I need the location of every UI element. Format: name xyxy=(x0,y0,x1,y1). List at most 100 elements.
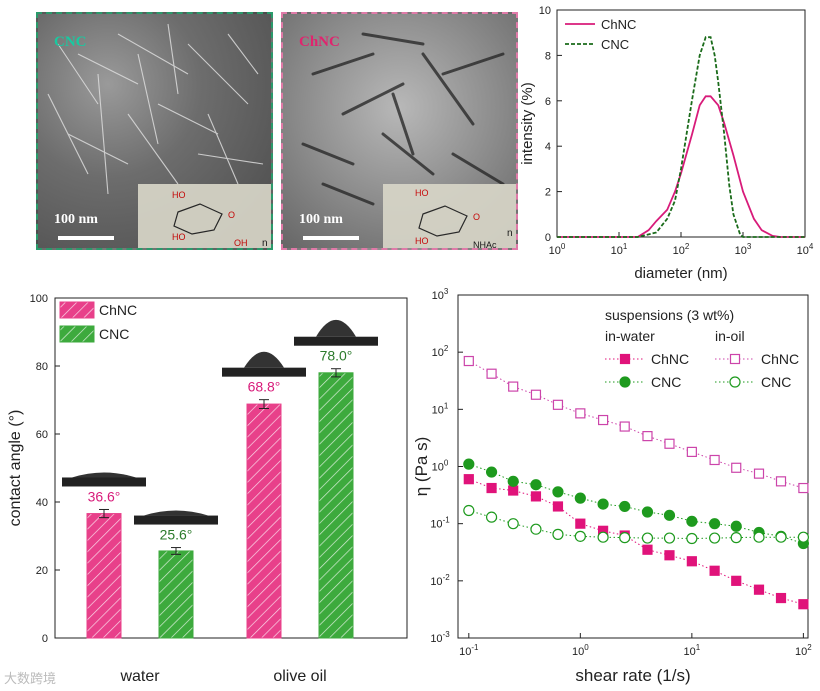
struct-oh2: HO xyxy=(415,236,429,246)
x-tick-label: 100 xyxy=(572,643,589,658)
data-point-chnc-in-oil xyxy=(530,389,542,400)
data-point-cnc-in-water xyxy=(686,515,698,527)
series-line-cnc-in-water xyxy=(468,463,804,544)
x-tick-label: 102 xyxy=(795,643,812,658)
data-point-chnc-in-oil xyxy=(552,399,564,410)
tem-label-cnc: CNC xyxy=(54,34,87,50)
y-tick-label: 80 xyxy=(36,361,48,373)
struct-oh3: OH xyxy=(234,238,248,248)
data-point-cnc-in-oil xyxy=(530,523,542,535)
data-point-chnc-in-water xyxy=(798,599,809,610)
legend-marker xyxy=(729,376,741,388)
data-point-cnc-in-oil xyxy=(641,532,654,544)
y-tick-label: 40 xyxy=(36,497,48,509)
struct-nhac: NHAc xyxy=(473,240,497,250)
series-line-chnc xyxy=(557,95,805,238)
y-axis-label: η (Pa s) xyxy=(415,437,431,497)
data-point-chnc-in-oil xyxy=(575,408,586,419)
y-tick-label: 102 xyxy=(432,344,449,359)
legend-label: CNC xyxy=(651,374,681,390)
data-point-chnc-in-oil xyxy=(731,462,742,473)
data-point-cnc-in-water xyxy=(641,506,654,518)
data-point-cnc-in-oil xyxy=(753,531,765,543)
data-point-cnc-in-water xyxy=(574,492,586,504)
bar-chnc-water xyxy=(86,513,122,639)
y-tick-label: 100 xyxy=(432,459,449,474)
y-tick-label: 4 xyxy=(545,141,551,153)
data-point-cnc-in-oil xyxy=(709,532,721,544)
y-tick-label: 2 xyxy=(545,187,551,199)
data-point-chnc-in-water xyxy=(486,482,497,494)
data-point-chnc-in-oil xyxy=(753,468,765,479)
data-point-chnc-in-oil xyxy=(775,476,787,487)
data-point-chnc-in-water xyxy=(731,575,742,586)
bar-value-label: 68.8° xyxy=(248,379,281,395)
scale-label-chnc: 100 nm xyxy=(299,212,343,227)
struct-oh1: HO xyxy=(415,188,429,198)
data-point-cnc-in-oil xyxy=(485,511,498,523)
legend-title: suspensions (3 wt%) xyxy=(605,307,734,323)
data-point-cnc-in-water xyxy=(485,466,498,478)
bar-value-label: 36.6° xyxy=(88,488,121,504)
legend-group-label: in-oil xyxy=(715,328,745,344)
watermark: 大数跨境 xyxy=(4,671,57,686)
y-tick-label: 0 xyxy=(545,232,551,244)
y-tick-label: 8 xyxy=(545,50,551,62)
y-tick-label: 20 xyxy=(36,565,48,577)
scale-bar-chnc xyxy=(303,236,359,240)
data-point-cnc-in-water xyxy=(663,509,676,521)
data-point-cnc-in-oil xyxy=(663,532,676,544)
series-line-cnc xyxy=(557,36,805,238)
data-point-chnc-in-water xyxy=(753,584,765,595)
data-point-chnc-in-oil xyxy=(709,454,720,466)
legend-marker xyxy=(619,376,631,388)
data-point-cnc-in-oil xyxy=(463,504,475,517)
droplet-substrate xyxy=(222,367,306,377)
data-point-chnc-in-water xyxy=(775,592,787,604)
data-point-cnc-in-oil xyxy=(686,532,698,545)
y-tick-label: 100 xyxy=(30,293,48,305)
droplet xyxy=(316,319,356,337)
scale-label-cnc: 100 nm xyxy=(54,212,98,227)
y-tick-label: 60 xyxy=(36,429,48,441)
y-tick-label: 10-2 xyxy=(430,573,450,588)
legend-label: ChNC xyxy=(601,17,636,32)
legend-swatch xyxy=(59,301,95,319)
data-point-chnc-in-water xyxy=(508,485,519,496)
data-point-cnc-in-oil xyxy=(507,518,519,530)
data-point-chnc-in-water xyxy=(575,518,586,529)
y-tick-label: 6 xyxy=(545,96,551,108)
data-point-chnc-in-water xyxy=(709,565,720,576)
data-point-chnc-in-water xyxy=(552,501,564,512)
legend-label: CNC xyxy=(99,326,129,342)
x-tick-label: 100 xyxy=(549,242,566,257)
struct-n: n xyxy=(262,238,268,249)
data-point-chnc-in-oil xyxy=(508,381,519,392)
data-point-chnc-in-oil xyxy=(597,414,609,426)
droplet-substrate xyxy=(294,336,378,346)
bar-cnc-water xyxy=(158,550,194,639)
data-point-cnc-in-oil xyxy=(619,532,631,544)
legend-marker xyxy=(729,353,741,365)
x-tick-label: 101 xyxy=(611,242,628,257)
data-point-chnc-in-oil xyxy=(642,431,653,442)
droplet xyxy=(244,351,284,368)
series-line-chnc-in-water xyxy=(468,478,804,605)
legend-label: ChNC xyxy=(651,351,689,367)
data-point-chnc-in-water xyxy=(642,544,653,555)
data-point-chnc-in-water xyxy=(463,474,474,485)
tem-image-cnc: CNC 100 nm HO HO OH O n xyxy=(36,12,273,250)
scale-bar-cnc xyxy=(58,236,114,240)
data-point-chnc-in-water xyxy=(530,491,542,502)
legend-label: ChNC xyxy=(99,302,137,318)
bar-cnc-olive-oil xyxy=(318,372,354,639)
data-point-cnc-in-oil xyxy=(552,528,564,540)
y-tick-label: 10-3 xyxy=(430,630,450,645)
y-tick-label: 0 xyxy=(42,633,48,645)
series-line-chnc-in-oil xyxy=(468,360,804,489)
chnc-fibers xyxy=(301,32,505,206)
category-label: olive oil xyxy=(273,668,326,685)
droplet xyxy=(144,510,208,516)
data-point-cnc-in-water xyxy=(463,458,475,470)
data-point-chnc-in-oil xyxy=(686,446,697,458)
